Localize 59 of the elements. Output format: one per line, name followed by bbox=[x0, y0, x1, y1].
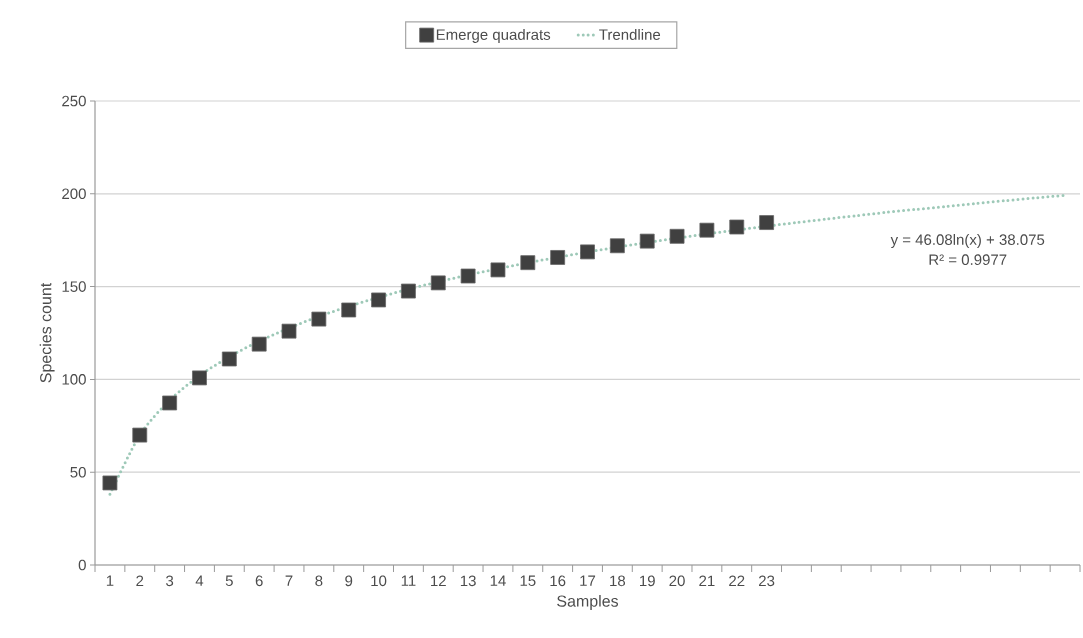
point bbox=[520, 255, 536, 271]
y-tick-label: 100 bbox=[62, 374, 86, 385]
point bbox=[699, 222, 715, 238]
legend-label: Emerge quadrats bbox=[436, 28, 551, 43]
x-axis-title: Samples bbox=[557, 595, 619, 610]
point bbox=[132, 427, 148, 443]
x-tick-label: 9 bbox=[345, 575, 353, 587]
x-tick-label: 7 bbox=[285, 575, 293, 586]
x-tick-label: 13 bbox=[460, 575, 476, 587]
y-tick-label: 150 bbox=[62, 281, 86, 292]
x-tick-label: 20 bbox=[669, 575, 685, 587]
y-tick-label: 0 bbox=[78, 559, 86, 571]
point bbox=[251, 336, 267, 352]
x-tick-label: 19 bbox=[640, 575, 655, 587]
point bbox=[550, 250, 566, 265]
point bbox=[281, 323, 297, 339]
y-tick-label: 250 bbox=[62, 95, 86, 107]
x-tick-label: 10 bbox=[371, 575, 387, 587]
x-tick-label: 23 bbox=[759, 575, 775, 587]
line-series bbox=[108, 193, 1067, 496]
x-tick-label: 12 bbox=[431, 575, 446, 587]
x-tick-label: 2 bbox=[136, 575, 144, 587]
point bbox=[490, 262, 506, 278]
x-tick-label: 5 bbox=[225, 575, 233, 586]
legend-label: Trendline bbox=[599, 28, 661, 40]
x-tick-label: 14 bbox=[490, 575, 506, 586]
x-tick-label: 18 bbox=[610, 575, 626, 587]
x-tick-label: 11 bbox=[401, 575, 416, 586]
point bbox=[102, 475, 118, 491]
point bbox=[162, 395, 178, 411]
x-tick-label: 22 bbox=[729, 575, 745, 587]
point bbox=[341, 302, 357, 318]
x-tick-label: 1 bbox=[106, 575, 114, 586]
point bbox=[759, 215, 774, 230]
point bbox=[371, 292, 386, 308]
annotation: y = 46.08ln(x) + 38.075 bbox=[890, 233, 1045, 248]
point bbox=[609, 238, 625, 254]
point bbox=[729, 219, 745, 235]
point bbox=[460, 268, 476, 284]
point bbox=[580, 244, 595, 260]
y-tick-label: 50 bbox=[70, 466, 86, 478]
point bbox=[311, 311, 327, 327]
point bbox=[639, 233, 655, 249]
y-tick-label: 200 bbox=[62, 188, 86, 200]
x-tick-label: 8 bbox=[315, 575, 323, 587]
x-tick-label: 6 bbox=[255, 575, 263, 587]
x-tick-label: 4 bbox=[195, 575, 204, 586]
x-tick-label: 15 bbox=[520, 575, 536, 586]
point bbox=[221, 351, 237, 367]
x-tick-label: 21 bbox=[699, 575, 715, 587]
y-axis-title: Species count bbox=[39, 282, 55, 383]
x-tick-label: 16 bbox=[550, 575, 566, 587]
annotation: R² = 0.9977 bbox=[929, 254, 1007, 265]
point bbox=[430, 275, 446, 291]
point bbox=[669, 228, 685, 244]
point bbox=[401, 283, 416, 299]
point bbox=[192, 370, 207, 386]
x-tick-label: 3 bbox=[166, 575, 174, 587]
x-tick-label: 17 bbox=[580, 575, 596, 586]
